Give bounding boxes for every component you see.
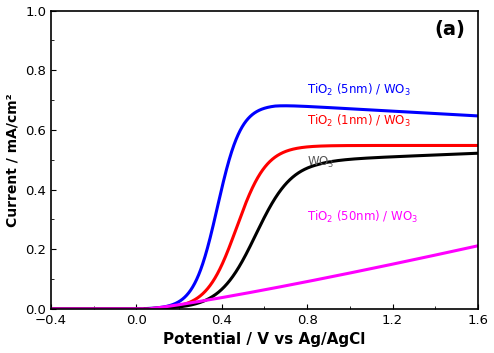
- Text: (a): (a): [434, 19, 465, 38]
- Text: WO$_3$: WO$_3$: [307, 155, 334, 170]
- Y-axis label: Current / mA/cm²: Current / mA/cm²: [5, 93, 20, 227]
- Text: TiO$_2$ (50nm) / WO$_3$: TiO$_2$ (50nm) / WO$_3$: [307, 209, 418, 225]
- Text: TiO$_2$ (5nm) / WO$_3$: TiO$_2$ (5nm) / WO$_3$: [307, 82, 411, 98]
- X-axis label: Potential / V vs Ag/AgCl: Potential / V vs Ag/AgCl: [164, 333, 366, 347]
- Text: TiO$_2$ (1nm) / WO$_3$: TiO$_2$ (1nm) / WO$_3$: [307, 113, 411, 129]
